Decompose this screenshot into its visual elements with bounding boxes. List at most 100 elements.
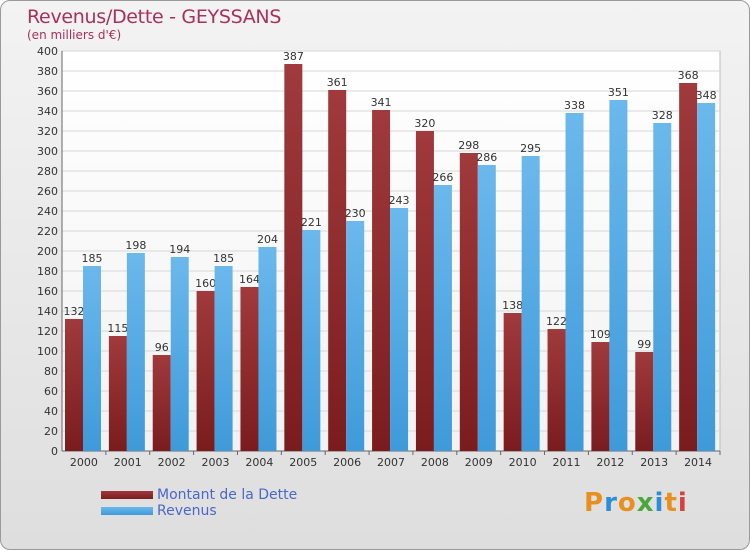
bar-debt: [284, 64, 303, 451]
bar-debt: [415, 131, 434, 451]
x-tick-label: 2000: [70, 456, 98, 469]
data-label-revenue: 198: [125, 239, 146, 252]
bar-revenue: [390, 208, 409, 451]
chart-subtitle: (en milliers d'€): [27, 28, 122, 42]
bar-revenue: [521, 156, 540, 451]
y-tick-label: 280: [37, 165, 58, 178]
data-label-revenue: 185: [213, 252, 234, 265]
data-label-debt: 138: [502, 299, 523, 312]
bar-revenue: [346, 221, 365, 451]
y-tick-label: 40: [44, 405, 58, 418]
legend-swatch-revenue: [101, 507, 153, 515]
bar-revenue: [126, 253, 145, 451]
x-tick-label: 2014: [684, 456, 712, 469]
x-tick-label: 2005: [289, 456, 317, 469]
bar-debt: [679, 83, 698, 451]
data-label-revenue: 230: [345, 207, 366, 220]
data-label-revenue: 194: [169, 243, 190, 256]
y-tick-label: 340: [37, 105, 58, 118]
x-tick-label: 2007: [377, 456, 405, 469]
bar-revenue: [609, 100, 628, 451]
x-tick-label: 2011: [552, 456, 580, 469]
bar-debt: [328, 90, 347, 451]
x-tick-label: 2009: [465, 456, 493, 469]
y-tick-label: 180: [37, 265, 58, 278]
x-tick-label: 2003: [202, 456, 230, 469]
legend-label-debt: Montant de la Dette: [157, 487, 298, 503]
data-label-revenue: 348: [696, 89, 717, 102]
x-tick-label: 2013: [640, 456, 668, 469]
data-label-debt: 96: [155, 341, 169, 354]
chart-title: Revenus/Dette - GEYSSANS: [27, 6, 282, 28]
data-label-revenue: 243: [389, 194, 410, 207]
bar-revenue: [170, 257, 189, 451]
legend-swatch-debt: [101, 491, 153, 499]
y-tick-label: 160: [37, 285, 58, 298]
data-label-debt: 160: [195, 277, 216, 290]
data-label-revenue: 328: [652, 109, 673, 122]
y-tick-label: 60: [44, 385, 58, 398]
y-tick-label: 140: [37, 305, 58, 318]
data-label-debt: 122: [546, 315, 567, 328]
data-label-debt: 109: [590, 328, 611, 341]
y-tick-label: 380: [37, 65, 58, 78]
y-tick-label: 20: [44, 425, 58, 438]
bar-debt: [240, 287, 259, 451]
data-label-revenue: 286: [476, 151, 497, 164]
bar-debt: [65, 319, 83, 451]
x-tick-label: 2004: [245, 456, 273, 469]
x-tick-label: 2002: [158, 456, 186, 469]
data-label-debt: 387: [283, 50, 304, 63]
bar-revenue: [477, 165, 496, 451]
bar-revenue: [258, 247, 277, 451]
data-label-debt: 361: [327, 76, 348, 89]
bar-revenue: [653, 123, 672, 451]
bar-debt: [503, 313, 522, 451]
bar-debt: [591, 342, 610, 451]
bar-debt: [196, 291, 215, 451]
bar-debt: [108, 336, 127, 451]
bar-revenue: [83, 266, 101, 451]
data-label-revenue: 295: [520, 142, 541, 155]
y-tick-label: 240: [37, 205, 58, 218]
bar-revenue: [697, 103, 716, 451]
data-label-revenue: 185: [82, 252, 103, 265]
y-tick-label: 300: [37, 145, 58, 158]
legend-label-revenue: Revenus: [157, 503, 217, 519]
data-label-debt: 368: [678, 69, 699, 82]
bar-debt: [635, 352, 654, 451]
y-tick-label: 360: [37, 85, 58, 98]
data-label-debt: 132: [64, 305, 85, 318]
x-tick-label: 2006: [333, 456, 361, 469]
data-label-revenue: 338: [564, 99, 585, 112]
data-label-debt: 164: [239, 273, 260, 286]
x-tick-label: 2001: [114, 456, 142, 469]
data-label-debt: 298: [458, 139, 479, 152]
data-label-revenue: 266: [432, 171, 453, 184]
proxiti-logo: Proxiti: [584, 488, 688, 518]
bar-revenue: [302, 230, 321, 451]
data-label-debt: 99: [637, 338, 651, 351]
x-tick-label: 2012: [596, 456, 624, 469]
bar-revenue: [433, 185, 452, 451]
data-label-revenue: 204: [257, 233, 278, 246]
bar-debt: [372, 110, 391, 451]
bar-revenue: [214, 266, 233, 451]
bar-debt: [152, 355, 171, 451]
y-tick-label: 100: [37, 345, 58, 358]
y-tick-label: 400: [37, 45, 58, 58]
y-tick-label: 220: [37, 225, 58, 238]
bar-debt: [459, 153, 478, 451]
y-tick-label: 80: [44, 365, 58, 378]
data-label-revenue: 351: [608, 86, 629, 99]
y-tick-label: 200: [37, 245, 58, 258]
data-label-debt: 320: [414, 117, 435, 130]
data-label-debt: 341: [371, 96, 392, 109]
y-tick-label: 0: [51, 445, 58, 458]
x-tick-label: 2008: [421, 456, 449, 469]
x-tick-label: 2010: [509, 456, 537, 469]
bar-debt: [547, 329, 566, 451]
y-tick-label: 120: [37, 325, 58, 338]
y-tick-label: 260: [37, 185, 58, 198]
